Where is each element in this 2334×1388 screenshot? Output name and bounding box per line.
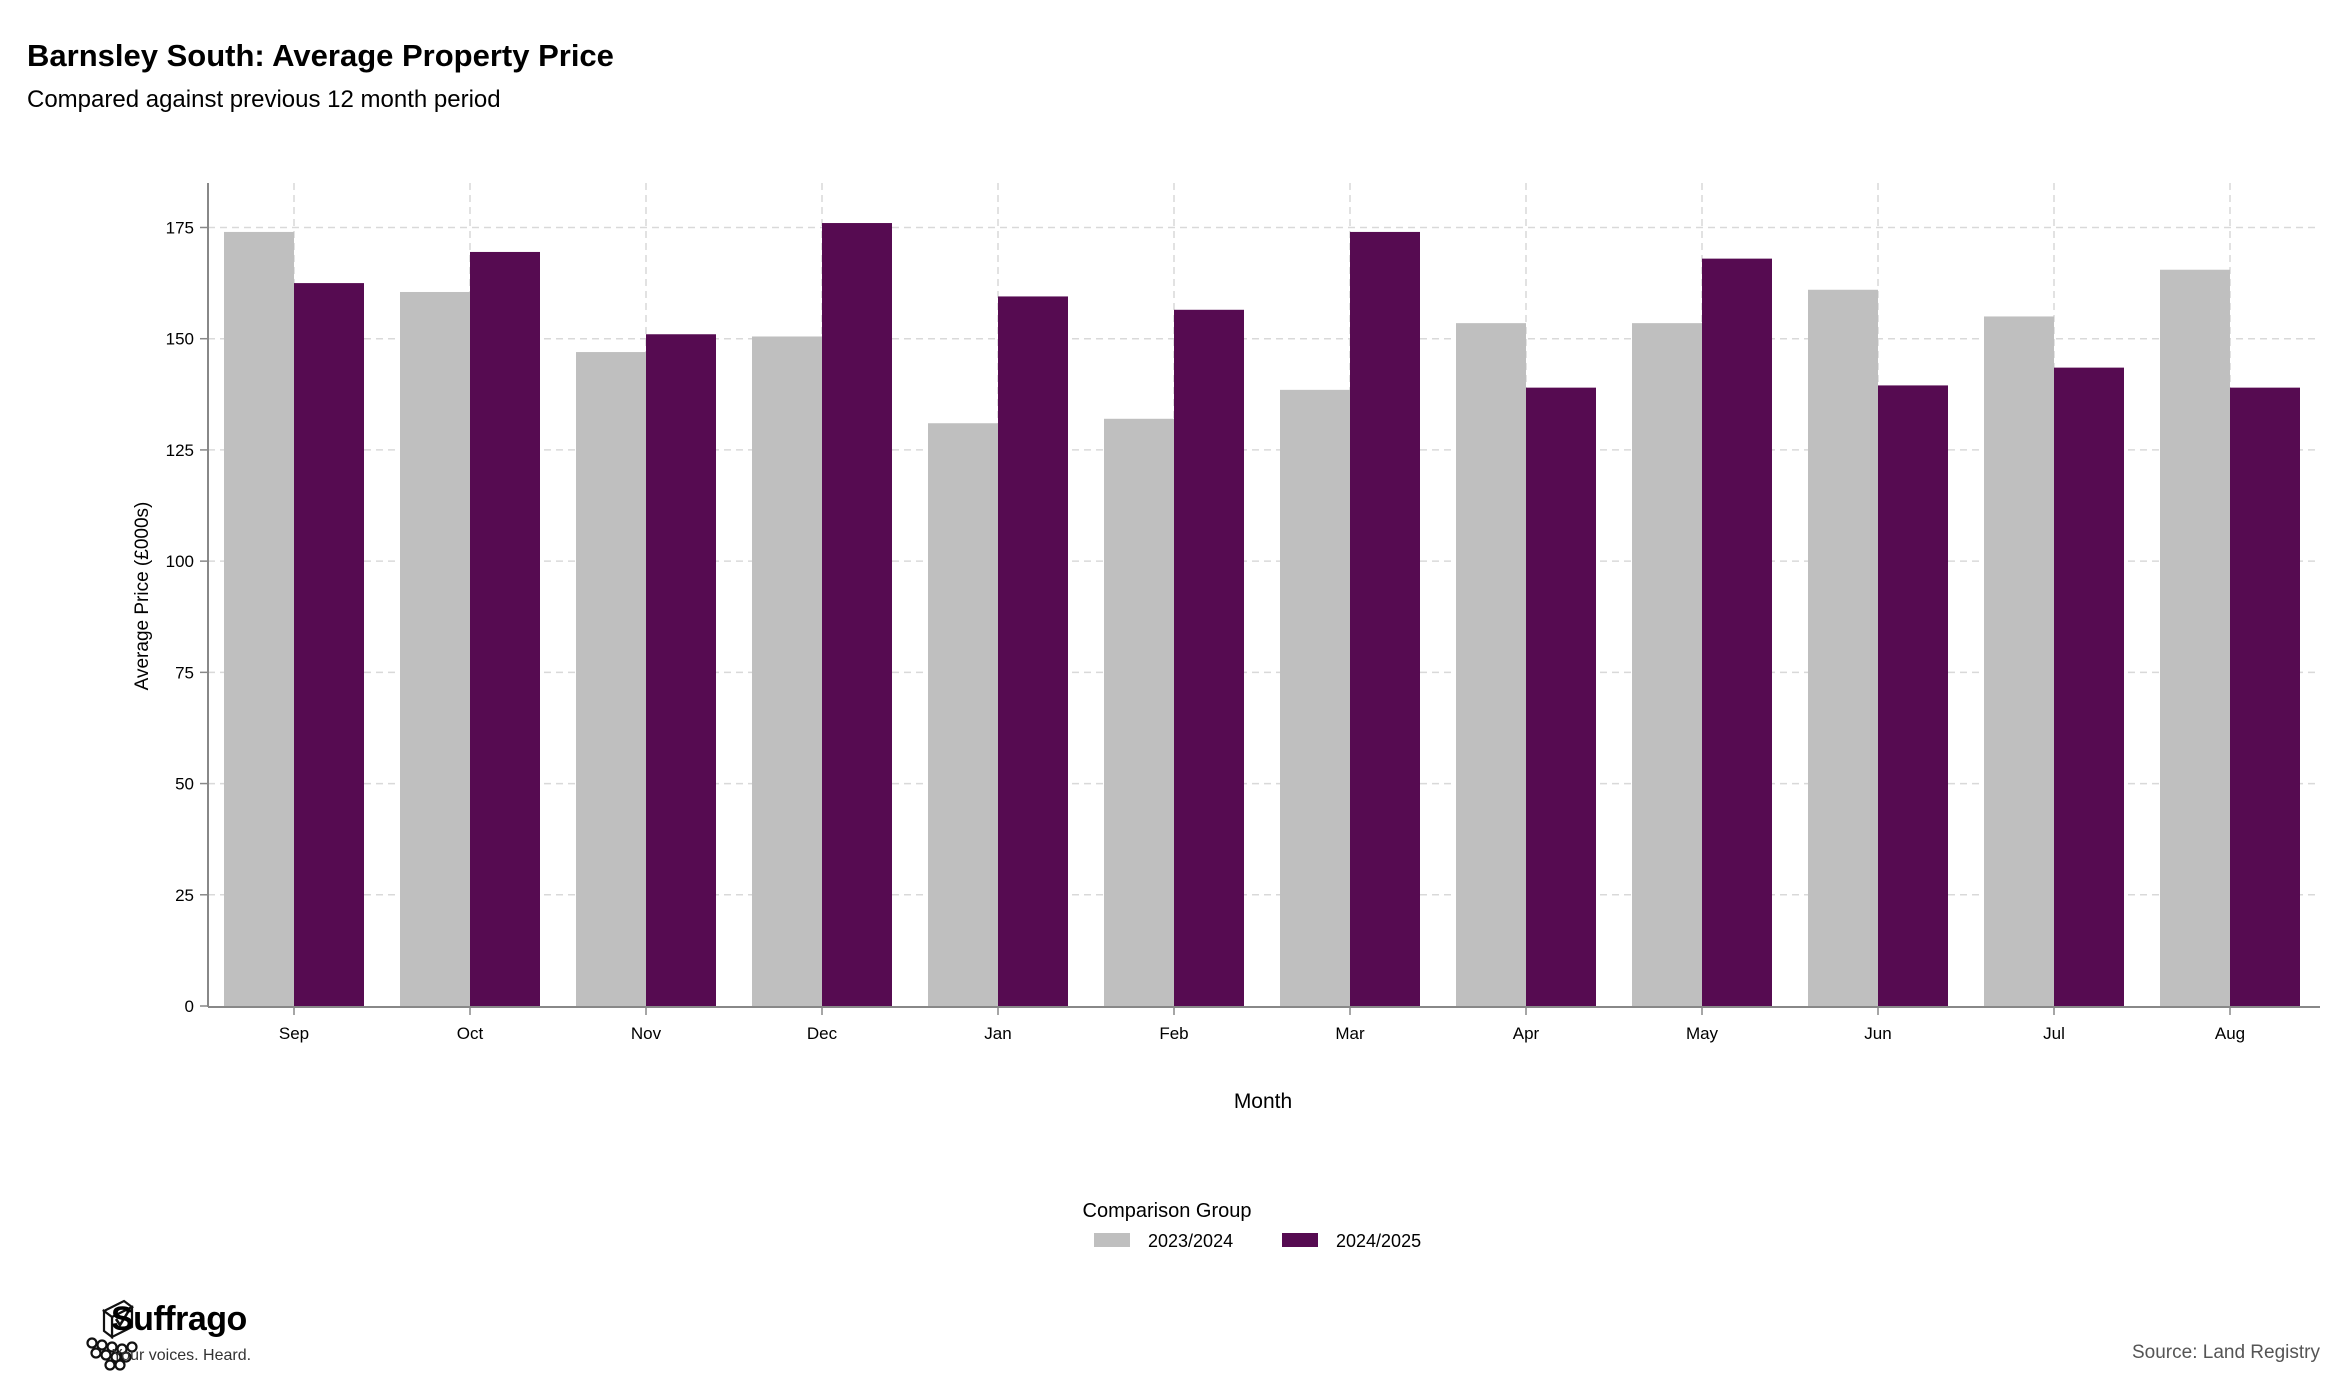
bar-2024-2025-dec (822, 223, 892, 1006)
x-tick-label-sep: Sep (279, 1024, 309, 1043)
bar-2024-2025-jan (998, 296, 1068, 1006)
bar-2023-2024-mar (1280, 389, 1350, 1006)
bar-2023-2024-sep (224, 231, 294, 1007)
x-tick-label-mar: Mar (1335, 1024, 1365, 1043)
legend-label-2023-2024: 2023/2024 (1148, 1231, 1234, 1251)
y-tick-label: 125 (166, 441, 194, 460)
bar-2023-2024-feb (1104, 418, 1174, 1006)
bars (224, 223, 2300, 1007)
y-tick-label: 100 (166, 552, 194, 571)
suffrago-logo-icon (86, 1299, 138, 1371)
legend-title: Comparison Group (1082, 1200, 1252, 1222)
bar-2023-2024-nov (576, 352, 646, 1006)
bar-2023-2024-jul (1984, 316, 2054, 1006)
bar-2023-2024-jun (1808, 289, 1878, 1006)
y-tick-label: 0 (185, 997, 194, 1016)
brand-tagline: Your voices. Heard. (112, 1347, 252, 1364)
y-axis-label: Average Price (£000s) (132, 502, 153, 691)
axes (200, 183, 2320, 1015)
bar-2023-2024-jan (928, 423, 998, 1006)
bar-2024-2025-sep (294, 283, 364, 1006)
bar-2023-2024-may (1632, 323, 1702, 1006)
bar-2023-2024-apr (1456, 323, 1526, 1006)
bar-2024-2025-jul (2054, 367, 2124, 1007)
x-tick-label-may: May (1686, 1024, 1719, 1043)
bar-chart: 0 25 50 75 100 125 150 175 Sep Oct Nov Dec Jan Feb Ma… (132, 183, 2320, 1113)
bar-2024-2025-feb (1174, 309, 1244, 1006)
legend-swatch-2023-2024 (1094, 1233, 1130, 1248)
chart-subtitle: Compared against previous 12 month perio… (27, 86, 501, 113)
bar-2024-2025-jun (1878, 385, 1948, 1006)
bar-2024-2025-nov (646, 334, 716, 1007)
y-tick-labels: 0 25 50 75 100 125 150 175 (166, 218, 194, 1016)
legend-item-2023-2024: 2023/2024 (1094, 1231, 1233, 1252)
x-tick-label-jul: Jul (2043, 1024, 2065, 1043)
x-tick-label-aug: Aug (2215, 1024, 2245, 1043)
brand-name: Suffrago (111, 1300, 247, 1338)
y-tick-label: 75 (175, 663, 194, 682)
y-tick-label: 50 (175, 775, 194, 794)
bar-2023-2024-oct (400, 291, 470, 1006)
x-tick-label-jun: Jun (1864, 1024, 1891, 1043)
bar-2024-2025-oct (470, 251, 540, 1007)
legend-item-2024-2025: 2024/2025 (1282, 1231, 1421, 1252)
bar-2024-2025-may (1702, 258, 1772, 1006)
x-tick-labels: Sep Oct Nov Dec Jan Feb Mar Apr May Jun Jul Aug (279, 1024, 2245, 1043)
x-tick-label-dec: Dec (807, 1024, 838, 1043)
bar-2024-2025-apr (1526, 387, 1596, 1007)
x-tick-label-jan: Jan (984, 1024, 1011, 1043)
y-tick-label: 150 (166, 330, 194, 349)
bar-2023-2024-aug (2160, 269, 2230, 1006)
x-tick-label-nov: Nov (631, 1024, 662, 1043)
x-axis-label: Month (1234, 1090, 1292, 1113)
chart-title: Barnsley South: Average Property Price (27, 38, 614, 73)
bar-2024-2025-aug (2230, 387, 2300, 1007)
bar-2024-2025-mar (1350, 231, 1420, 1007)
legend-label-2024-2025: 2024/2025 (1336, 1231, 1422, 1251)
bar-2023-2024-dec (752, 336, 822, 1006)
y-tick-label: 175 (166, 218, 194, 237)
x-tick-label-apr: Apr (1513, 1024, 1540, 1043)
x-tick-label-oct: Oct (457, 1024, 484, 1043)
legend-swatch-2024-2025 (1282, 1233, 1318, 1248)
x-tick-label-feb: Feb (1159, 1024, 1188, 1043)
source-note: Source: Land Registry (2132, 1342, 2320, 1363)
y-tick-label: 25 (175, 886, 194, 905)
